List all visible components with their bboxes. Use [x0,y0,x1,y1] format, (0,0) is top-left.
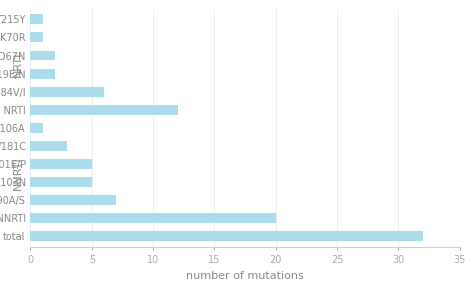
Bar [30,177,92,187]
Bar [30,123,43,133]
Bar [30,231,423,241]
Bar [30,87,104,97]
Bar [30,69,55,79]
Bar [30,141,67,151]
Bar [30,213,276,223]
Bar [30,51,55,60]
Bar [30,195,116,205]
Bar [30,105,178,115]
Bar [30,159,92,169]
Bar [30,14,43,24]
Text: NNRTI: NNRTI [13,156,23,190]
X-axis label: number of mutations: number of mutations [186,271,304,281]
Bar [30,32,43,42]
Text: NRTI: NRTI [13,52,23,77]
